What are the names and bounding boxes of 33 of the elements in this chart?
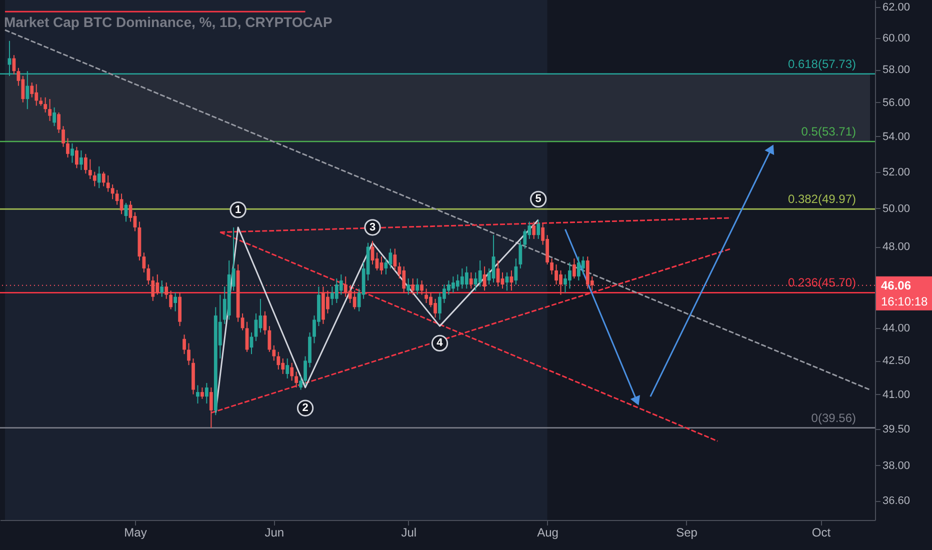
y-tick-label: 48.00 <box>882 241 910 254</box>
ref-line-label: 0.5(53.71) <box>801 124 856 138</box>
ref-line-label: 46.06 <box>881 278 912 292</box>
y-tick-label: 52.00 <box>882 166 910 178</box>
y-tick-label: 41.00 <box>882 388 910 401</box>
y-tick-label: 39.50 <box>882 424 910 436</box>
annotation: 5 <box>535 193 542 206</box>
x-tick-label: Jul <box>401 526 417 540</box>
x-tick-label: Oct <box>812 526 832 540</box>
y-tick-label: 36.60 <box>882 495 910 508</box>
x-tick-label: May <box>124 526 147 540</box>
y-tick-label: 44.00 <box>882 322 910 335</box>
annotation: 1 <box>234 204 242 216</box>
x-tick-label: Sep <box>676 526 698 540</box>
y-tick-label: 54.00 <box>882 130 910 143</box>
annotation: 3 <box>369 221 376 234</box>
y-tick-label: 58.00 <box>882 64 910 76</box>
x-tick-label: Aug <box>537 526 558 540</box>
text: Market Cap BTC Dominance, %, 1D, CRYPTOCAP <box>4 14 332 30</box>
ref-line-label: 0(39.56) <box>811 410 856 425</box>
y-tick-label: 62.00 <box>882 2 910 14</box>
y-tick-label: 56.00 <box>882 96 910 109</box>
y-tick-label: 60.00 <box>882 32 910 44</box>
ref-line-label: 0.236(45.70) <box>788 276 856 290</box>
x-tick-label: Jun <box>264 526 284 540</box>
annotation: 4 <box>436 337 444 350</box>
text: 16:10:18 <box>881 294 928 308</box>
ref-line-label: 0.382(49.97) <box>788 192 856 206</box>
y-tick-label: 50.00 <box>882 202 910 215</box>
y-tick-label: 42.50 <box>882 355 910 368</box>
annotation: 2 <box>302 402 308 414</box>
ref-line-label: 0.618(57.73) <box>788 56 856 71</box>
y-tick-label: 38.00 <box>882 460 910 472</box>
